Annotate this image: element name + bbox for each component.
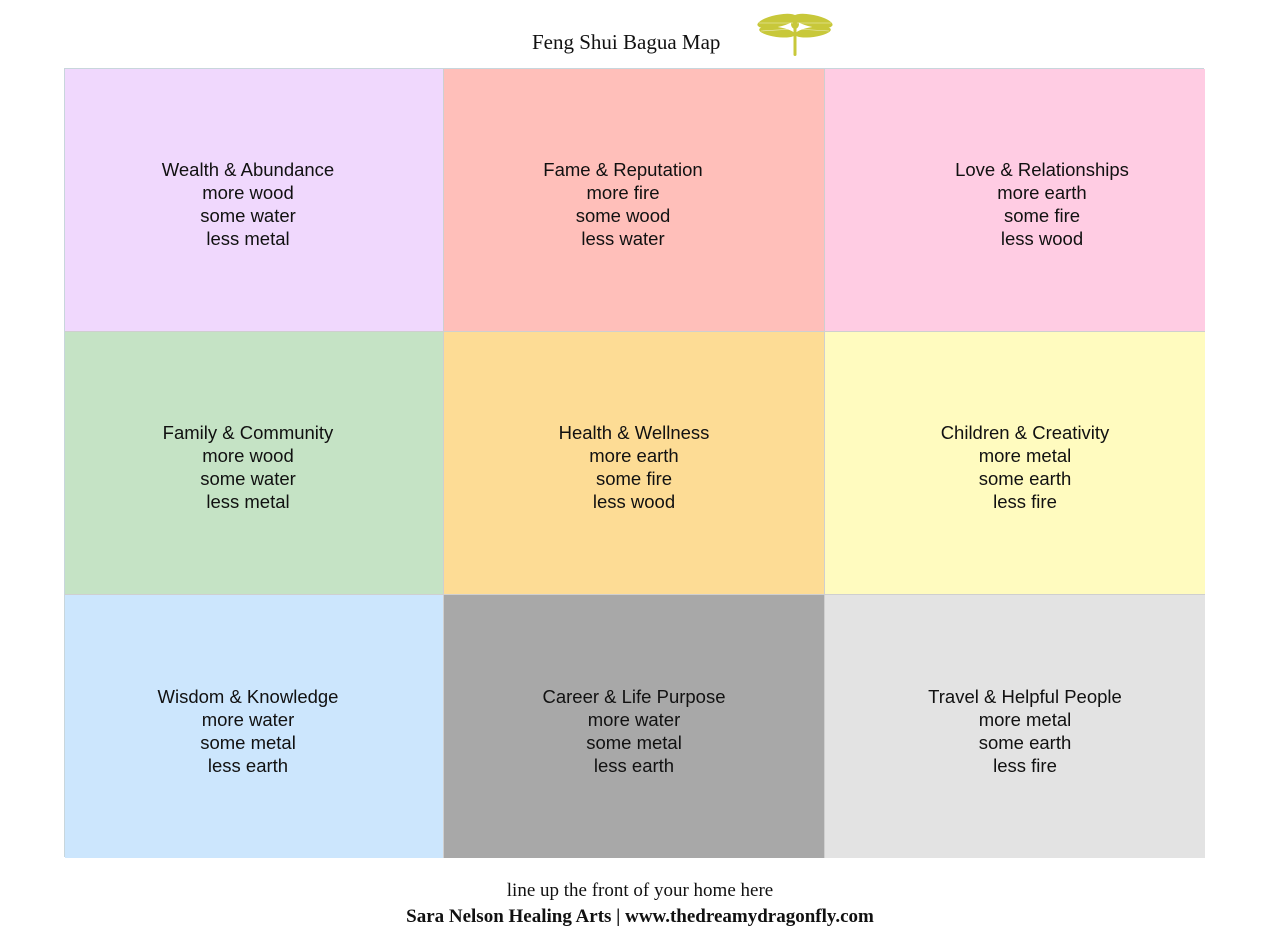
area-name: Travel & Helpful People bbox=[928, 685, 1122, 707]
some-element: some fire bbox=[1003, 205, 1081, 226]
more-element: more water bbox=[587, 708, 681, 730]
bagua-cell-family: Family & Community more wood some water … bbox=[65, 332, 444, 595]
bagua-cell-wealth: Wealth & Abundance more wood some water … bbox=[65, 69, 444, 332]
some-element: some metal bbox=[586, 731, 682, 753]
bagua-cell-health: Health & Wellness more earth some fire l… bbox=[444, 332, 825, 595]
dragonfly-icon bbox=[757, 13, 833, 56]
header: Feng Shui Bagua Map bbox=[0, 12, 1280, 62]
bagua-cell-fame: Fame & Reputation more fire some wood le… bbox=[444, 69, 825, 332]
less-element: less earth bbox=[593, 754, 675, 776]
bagua-cell-wisdom: Wisdom & Knowledge more water some metal… bbox=[65, 595, 444, 858]
more-element: more wood bbox=[202, 182, 294, 203]
page-title: Feng Shui Bagua Map bbox=[532, 30, 721, 54]
more-element: more earth bbox=[589, 445, 679, 466]
footer: line up the front of your home here Sara… bbox=[0, 878, 1280, 930]
area-name: Career & Life Purpose bbox=[542, 685, 726, 707]
some-element: some metal bbox=[200, 731, 296, 753]
some-element: some water bbox=[200, 468, 296, 489]
area-name: Love & Relationships bbox=[955, 159, 1129, 180]
some-element: some water bbox=[200, 205, 296, 226]
more-element: more fire bbox=[586, 182, 660, 203]
less-element: less fire bbox=[993, 491, 1057, 512]
area-name: Health & Wellness bbox=[558, 422, 710, 443]
bagua-cell-travel: Travel & Helpful People more metal some … bbox=[825, 595, 1205, 858]
less-element: less metal bbox=[206, 228, 290, 249]
more-element: more wood bbox=[202, 445, 294, 466]
footer-instruction: line up the front of your home here bbox=[506, 880, 774, 901]
less-element: less wood bbox=[1000, 228, 1084, 249]
more-element: more metal bbox=[978, 708, 1072, 730]
bagua-grid: Wealth & Abundance more wood some water … bbox=[64, 68, 1205, 858]
bagua-cell-career: Career & Life Purpose more water some me… bbox=[444, 595, 825, 858]
area-name: Wealth & Abundance bbox=[161, 159, 335, 180]
bagua-cell-children: Children & Creativity more metal some ea… bbox=[825, 332, 1205, 595]
more-element: more earth bbox=[997, 182, 1087, 203]
area-name: Family & Community bbox=[162, 422, 334, 443]
less-element: less water bbox=[581, 228, 665, 249]
some-element: some earth bbox=[978, 468, 1072, 489]
bagua-cell-love: Love & Relationships more earth some fir… bbox=[825, 69, 1205, 332]
area-name: Wisdom & Knowledge bbox=[157, 685, 339, 707]
footer-credit: Sara Nelson Healing Arts | www.thedreamy… bbox=[406, 906, 874, 927]
some-element: some fire bbox=[595, 468, 673, 489]
less-element: less wood bbox=[592, 491, 676, 512]
some-element: some earth bbox=[978, 731, 1072, 753]
less-element: less fire bbox=[993, 754, 1057, 776]
some-element: some wood bbox=[575, 205, 671, 226]
area-name: Children & Creativity bbox=[940, 422, 1110, 443]
area-name: Fame & Reputation bbox=[543, 159, 703, 180]
less-element: less earth bbox=[207, 754, 289, 776]
more-element: more water bbox=[201, 708, 295, 730]
more-element: more metal bbox=[978, 445, 1072, 466]
less-element: less metal bbox=[206, 491, 290, 512]
